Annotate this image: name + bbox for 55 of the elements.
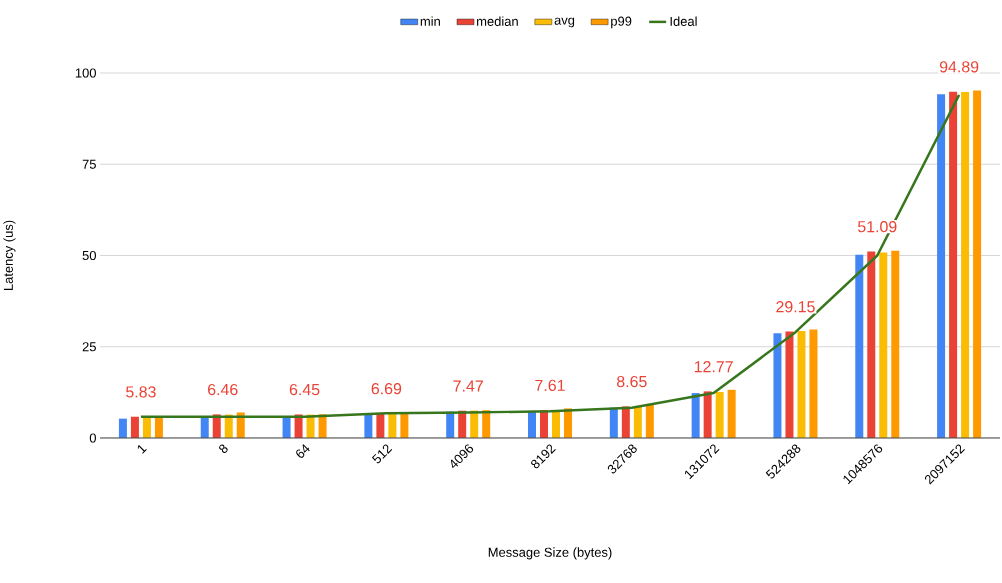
data-label: 51.09 xyxy=(857,221,897,233)
x-tick-label: 512 xyxy=(371,444,393,464)
legend-label: median xyxy=(477,16,518,26)
bar xyxy=(855,254,864,438)
data-label: 7.61 xyxy=(535,379,565,392)
bar xyxy=(633,406,642,438)
bar xyxy=(797,331,806,438)
bar xyxy=(130,416,139,438)
bar xyxy=(727,389,736,438)
bar xyxy=(645,404,654,438)
bar xyxy=(937,94,946,438)
y-tick-label: 100 xyxy=(75,68,96,78)
bar xyxy=(691,393,700,438)
data-label: 6.46 xyxy=(208,383,238,396)
bar xyxy=(785,331,794,438)
bar xyxy=(809,329,818,438)
data-label: 6.45 xyxy=(289,383,320,396)
x-tick-label: 64 xyxy=(296,444,310,458)
y-axis-title: Latency (us) xyxy=(3,220,16,291)
legend-label: Ideal xyxy=(670,16,697,26)
data-label: 5.83 xyxy=(126,386,156,398)
legend-label: min xyxy=(420,16,440,26)
y-tick-label: 25 xyxy=(82,342,96,352)
data-label: 7.47 xyxy=(453,380,483,392)
x-axis-title: Message Size (bytes) xyxy=(488,547,612,560)
bar xyxy=(703,391,712,438)
bar xyxy=(388,412,397,438)
bar xyxy=(961,91,970,438)
bar xyxy=(552,410,561,438)
bar xyxy=(973,90,982,438)
bar xyxy=(528,411,537,438)
bar xyxy=(118,418,127,438)
bar xyxy=(364,414,373,438)
data-label: 6.69 xyxy=(371,383,402,395)
bar xyxy=(236,412,245,438)
legend-label: avg xyxy=(554,17,575,28)
x-tick-label: 1 xyxy=(137,444,147,454)
bar xyxy=(376,413,385,438)
y-tick-label: 50 xyxy=(82,250,96,261)
y-tick-label: 0 xyxy=(89,433,96,443)
data-label: 12.77 xyxy=(694,361,733,373)
bar xyxy=(482,410,491,438)
data-label: 94.89 xyxy=(939,61,979,73)
bar xyxy=(867,251,876,438)
bar xyxy=(773,333,782,438)
bar xyxy=(715,392,724,438)
bar xyxy=(949,91,958,438)
bar xyxy=(621,406,630,438)
y-tick-label: 75 xyxy=(82,159,96,169)
bar xyxy=(879,252,888,438)
bar xyxy=(891,250,900,438)
data-label: 29.15 xyxy=(776,301,815,313)
x-tick-label: 8 xyxy=(219,444,228,454)
legend-label: p99 xyxy=(611,16,632,29)
data-label: 8.65 xyxy=(617,375,647,388)
